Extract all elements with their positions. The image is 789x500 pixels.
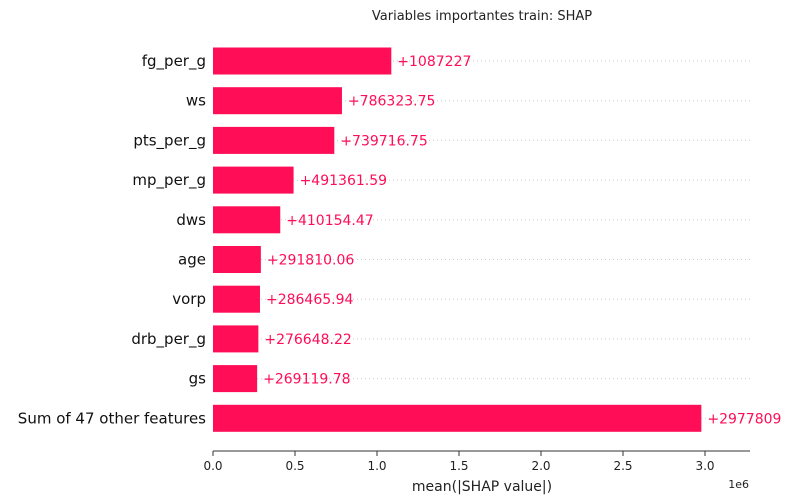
- bar: [213, 87, 342, 115]
- bars: [213, 47, 702, 432]
- category-label: Sum of 47 other features: [18, 409, 206, 427]
- value-label: +286465.94: [266, 292, 354, 308]
- x-tick-label: 0.5: [285, 459, 304, 473]
- bar: [213, 246, 261, 273]
- bar: [213, 404, 702, 432]
- category-label: gs: [189, 370, 207, 388]
- value-label: +410154.47: [286, 213, 373, 229]
- bar: [213, 365, 258, 393]
- category-label: pts_per_g: [133, 131, 206, 150]
- x-tick-label: 0.0: [203, 459, 222, 473]
- x-axis-label: mean(|SHAP value|): [412, 479, 552, 495]
- x-tick-label: 2.0: [531, 459, 550, 473]
- category-label: dws: [176, 211, 206, 229]
- category-label: ws: [186, 92, 206, 110]
- category-label: age: [178, 251, 206, 269]
- category-label: fg_per_g: [142, 52, 206, 71]
- category-label: vorp: [172, 290, 206, 308]
- x-axis-ticks: 0.0 0.5 1.0 1.5 2.0 2.5 3.0: [203, 451, 715, 473]
- category-label: drb_per_g: [131, 330, 206, 349]
- bar: [213, 47, 392, 75]
- bar: [213, 206, 281, 234]
- bar: [213, 126, 335, 154]
- value-labels: +1087227 +786323.75 +739716.75 +491361.59 +4…: [263, 54, 781, 427]
- value-label: +2977809: [707, 411, 781, 427]
- x-axis-exponent: 1e6: [728, 478, 749, 491]
- x-tick-label: 3.0: [695, 459, 714, 473]
- chart-title: Variables importantes train: SHAP: [372, 9, 592, 24]
- x-tick-label: 2.5: [613, 459, 632, 473]
- value-label: +276648.22: [264, 332, 351, 348]
- x-tick-label: 1.5: [449, 459, 468, 473]
- bar: [213, 285, 260, 313]
- value-label: +291810.06: [267, 253, 355, 269]
- value-label: +269119.78: [263, 372, 350, 388]
- bar: [213, 166, 294, 194]
- x-tick-label: 1.0: [367, 459, 386, 473]
- value-label: +1087227: [397, 54, 471, 70]
- bar: [213, 325, 259, 353]
- category-label: mp_per_g: [132, 171, 206, 190]
- value-label: +786323.75: [348, 94, 435, 110]
- value-label: +491361.59: [300, 173, 387, 189]
- value-label: +739716.75: [340, 133, 427, 149]
- grid-lines: [213, 60, 750, 419]
